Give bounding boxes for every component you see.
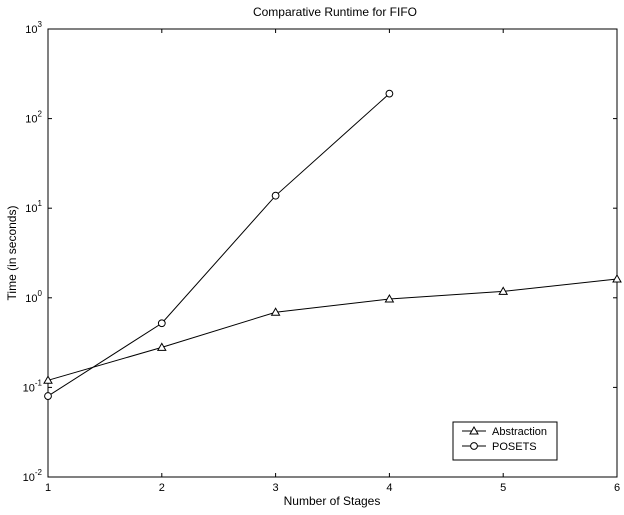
x-tick-label-6: 6 xyxy=(614,482,620,494)
posets-point-1 xyxy=(44,392,52,400)
legend-marker-abstraction xyxy=(469,425,479,435)
y-tick-label-3: 103 xyxy=(25,20,42,36)
legend: Abstraction POSETS xyxy=(452,421,558,461)
x-tick-label-3: 3 xyxy=(273,482,279,494)
x-tick-label-5: 5 xyxy=(500,482,506,494)
legend-marker-posets xyxy=(470,442,478,450)
y-tick-label-0: 100 xyxy=(25,289,42,305)
abstraction-point-5 xyxy=(498,286,509,295)
posets-point-2 xyxy=(157,319,166,328)
y-tick-label--1: 10-1 xyxy=(23,378,43,394)
posets-point-3 xyxy=(271,191,280,200)
x-tick-label-1: 1 xyxy=(45,482,51,494)
legend-box xyxy=(452,421,558,461)
abstraction-point-2 xyxy=(156,342,167,351)
x-tick-label-4: 4 xyxy=(386,482,392,494)
legend-label-posets: POSETS xyxy=(492,441,537,453)
y-axis-label: Time (in seconds) xyxy=(5,206,19,301)
chart-title: Comparative Runtime for FIFO xyxy=(253,5,417,19)
posets-line xyxy=(47,93,390,397)
x-axis-ticks: 1 2 3 4 5 6 xyxy=(45,29,620,494)
posets-point-4 xyxy=(385,89,394,98)
y-tick-label--2: 10-2 xyxy=(23,468,43,484)
series-posets xyxy=(44,89,394,400)
series-layer xyxy=(43,89,622,400)
abstraction-point-6 xyxy=(612,274,622,283)
x-tick-label-2: 2 xyxy=(159,482,165,494)
abstraction-point-3 xyxy=(270,307,281,316)
y-tick-label-2: 102 xyxy=(25,110,42,126)
legend-label-abstraction: Abstraction xyxy=(492,426,547,438)
plot-area-border xyxy=(47,28,618,478)
abstraction-line xyxy=(47,278,618,381)
abstraction-point-4 xyxy=(384,293,395,303)
x-axis-label: Number of Stages xyxy=(284,494,381,508)
plot-frame xyxy=(47,28,618,478)
y-tick-label-1: 101 xyxy=(25,199,42,215)
y-axis-ticks: 10-2 10-1 100 101 102 103 xyxy=(23,20,617,484)
abstraction-point-1 xyxy=(43,375,53,384)
series-abstraction xyxy=(43,274,622,384)
